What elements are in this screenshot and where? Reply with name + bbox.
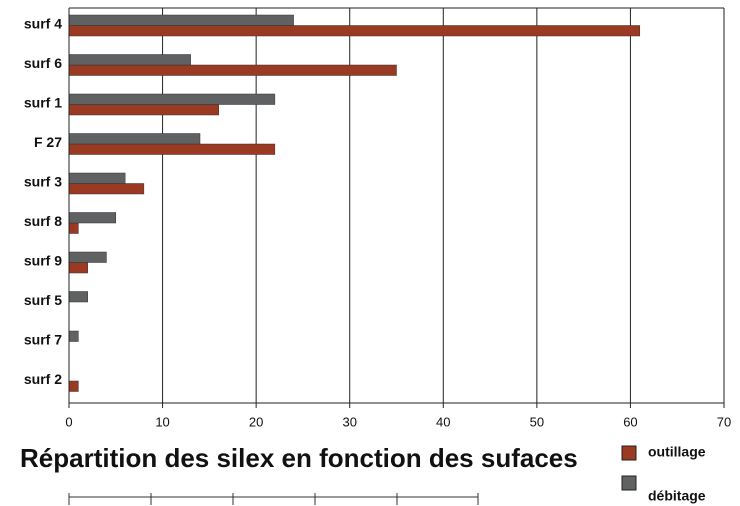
- legend-swatch: [621, 445, 637, 461]
- bar: [68, 380, 79, 392]
- bar: [68, 183, 145, 195]
- bar: [68, 54, 191, 66]
- x-tick-label: 30: [342, 414, 356, 429]
- y-tick-label: F 27: [34, 134, 62, 150]
- bar: [68, 212, 117, 224]
- y-tick-label: surf 2: [24, 371, 62, 387]
- bar: [68, 64, 397, 76]
- bar: [68, 291, 88, 303]
- legend-swatch: [621, 475, 637, 491]
- bar: [68, 25, 641, 37]
- bar: [68, 14, 294, 26]
- y-tick-label: surf 1: [24, 95, 62, 111]
- decorative-axis: [68, 493, 479, 505]
- y-tick-label: surf 6: [24, 55, 62, 71]
- bar: [68, 251, 107, 263]
- y-tick-label: surf 8: [24, 213, 62, 229]
- x-tick-label: 20: [249, 414, 263, 429]
- x-tick-label: 50: [530, 414, 544, 429]
- x-tick-label: 70: [717, 414, 731, 429]
- bar: [68, 330, 79, 342]
- x-tick-label: 40: [436, 414, 450, 429]
- x-tick-label: 10: [155, 414, 169, 429]
- x-tick-label: 60: [623, 414, 637, 429]
- legend-label: débitage: [648, 488, 706, 504]
- bar: [68, 133, 201, 145]
- bar: [68, 262, 88, 274]
- bar: [68, 143, 276, 155]
- y-tick-label: surf 7: [24, 332, 62, 348]
- bar: [68, 222, 79, 234]
- bar: [68, 172, 126, 184]
- x-tick-label: 0: [65, 414, 72, 429]
- y-tick-label: surf 4: [24, 16, 62, 32]
- chart-title: Répartition des silex en fonction des su…: [20, 443, 578, 473]
- bar: [68, 104, 219, 116]
- y-tick-label: surf 3: [24, 174, 62, 190]
- bar: [68, 93, 276, 105]
- y-tick-label: surf 9: [24, 253, 62, 269]
- legend-label: outillage: [648, 444, 706, 460]
- y-tick-label: surf 5: [24, 292, 62, 308]
